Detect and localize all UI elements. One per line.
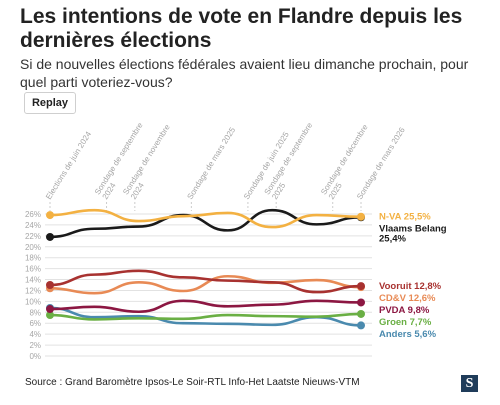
series-label: Anders 5,6%	[379, 329, 437, 340]
series-line	[48, 208, 363, 229]
series-end-dot	[357, 212, 365, 221]
series-label: N-VA 25,5%	[379, 212, 431, 223]
source-note: Source : Grand Baromètre Ipsos-Le Soir-R…	[25, 377, 360, 388]
series-end-dot	[357, 298, 365, 307]
x-tick-label: Elections de juin 2024	[44, 129, 93, 201]
x-axis: Elections de juin 2024 Sondage de septemb…	[44, 121, 407, 202]
publisher-logo: S	[461, 375, 478, 392]
series-end-dot	[357, 282, 365, 291]
y-tick-label: 14%	[25, 276, 41, 285]
series-line	[48, 208, 363, 239]
series-label: Vooruit 12,8%	[379, 281, 442, 292]
series-label: Vlaams Belang 25,4%	[379, 224, 447, 245]
series-line	[48, 312, 363, 321]
chart-subtitle: Si de nouvelles élections fédérales avai…	[20, 56, 469, 90]
chart-title: Les intentions de vote en Flandre depuis…	[20, 5, 463, 52]
y-tick-label: 6%	[29, 319, 41, 328]
y-axis: 0% 2% 4% 6% 8% 10% 12%14% 16% 18% 20% 22% 24% 26%	[25, 210, 41, 361]
series-line	[48, 274, 363, 295]
series-labels: N-VA 25,5%Vlaams Belang 25,4% Vooruit 12,8…	[379, 212, 447, 340]
series-start-dot	[46, 305, 54, 314]
series-label: CD&V 12,6%	[379, 293, 436, 304]
y-tick-label: 4%	[29, 330, 41, 339]
line-chart: 0% 2% 4% 6% 8% 10% 12%14% 16% 18% 20% 22% 24% 26% El…	[25, 121, 447, 361]
series-line	[48, 269, 363, 294]
y-tick-label: 20%	[25, 243, 41, 252]
y-tick-label: 18%	[25, 254, 41, 263]
x-tick-label: Sondage de mars 2025	[185, 125, 237, 201]
y-tick-label: 8%	[29, 308, 41, 317]
series-end-dot	[357, 321, 365, 330]
series-start-dot	[46, 211, 54, 220]
series-start-dot	[46, 311, 54, 320]
y-tick-label: 22%	[25, 232, 41, 241]
series-label: Groen 7,7%	[379, 317, 432, 328]
y-tick-label: 26%	[25, 210, 41, 219]
replay-button[interactable]: Replay	[24, 92, 76, 114]
y-tick-label: 16%	[25, 265, 41, 274]
y-tick-label: 12%	[25, 286, 41, 295]
series-line	[48, 299, 363, 314]
y-tick-label: 24%	[25, 221, 41, 230]
series-label: PVDA 9,8%	[379, 305, 430, 316]
y-tick-label: 10%	[25, 297, 41, 306]
y-tick-label: 2%	[29, 341, 41, 350]
series-start-dot	[46, 232, 54, 241]
series-end-dot	[357, 309, 365, 318]
y-tick-label: 0%	[29, 352, 41, 361]
series-start-dot	[46, 281, 54, 289]
chart-series	[46, 208, 365, 330]
